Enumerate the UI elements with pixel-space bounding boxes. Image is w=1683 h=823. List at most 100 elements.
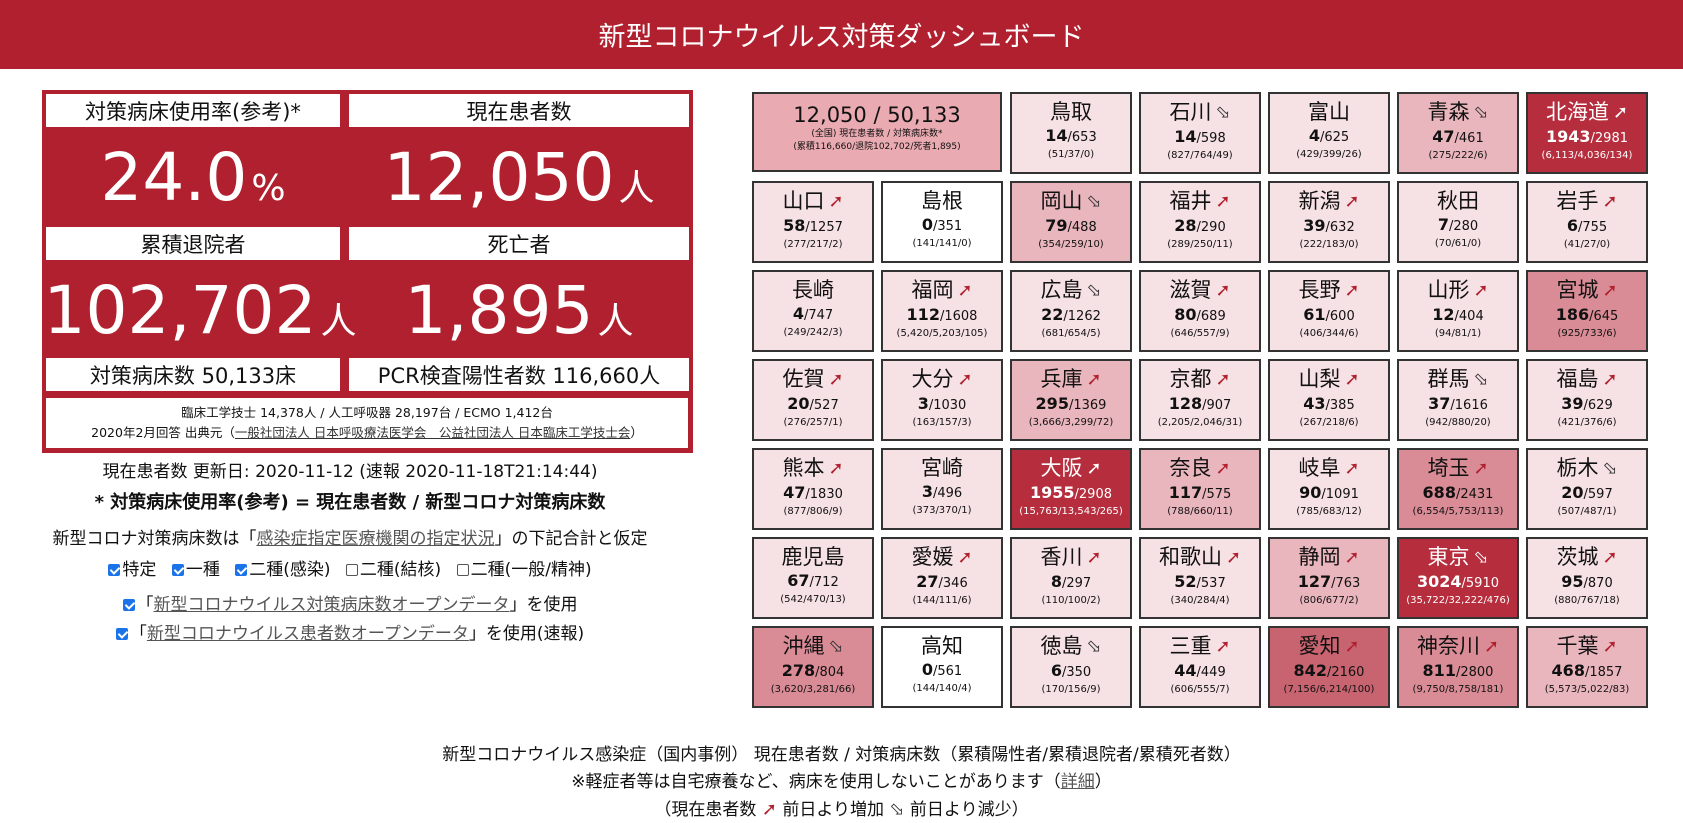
- prefecture-tile[interactable]: 沖縄 ⬂ 278/804 (3,620/3,281/66): [752, 626, 874, 708]
- source-link[interactable]: 一般社団法人 日本呼吸療法医学会 公益社団法人 日本臨床工学技士会: [234, 425, 631, 440]
- checkbox-nishu-kansen[interactable]: [235, 564, 248, 576]
- slash-separator: /: [1590, 131, 1595, 146]
- prefecture-tile[interactable]: 香川 ➚ 8/297 (110/100/2): [1010, 537, 1132, 619]
- prefecture-tile[interactable]: 秋田 7/280 (70/61/0): [1397, 181, 1519, 263]
- current-patients: 7: [1437, 215, 1449, 234]
- patients-opendata-link[interactable]: 新型コロナウイルス患者数オープンデータ: [146, 624, 469, 644]
- prefecture-tile[interactable]: 福岡 ➚ 112/1608 (5,420/5,203/105): [881, 270, 1003, 352]
- prefecture-tile[interactable]: 茨城 ➚ 95/870 (880/767/18): [1526, 537, 1648, 619]
- bed-count: 600: [1329, 309, 1355, 324]
- prefecture-tile[interactable]: 島根 0/351 (141/141/0): [881, 181, 1003, 263]
- prefecture-name: 北海道: [1545, 100, 1609, 124]
- prefecture-cumulative: (3,620/3,281/66): [770, 684, 856, 695]
- prefecture-tile[interactable]: 和歌山 ➚ 52/537 (340/284/4): [1139, 537, 1261, 619]
- slash-separator: /: [805, 220, 810, 235]
- prefecture-tile[interactable]: 滋賀 ➚ 80/689 (646/557/9): [1139, 270, 1261, 352]
- bed-rate-formula: * 対策病床使用率(参考) = 現在患者数 / 新型コロナ対策病床数: [94, 492, 606, 513]
- prefecture-tile[interactable]: 岐阜 ➚ 90/1091 (785/683/12): [1268, 448, 1390, 530]
- prefecture-tile[interactable]: 埼玉 ➚ 688/2431 (6,554/5,753/113): [1397, 448, 1519, 530]
- option-tokutei[interactable]: 特定: [108, 555, 156, 580]
- prefecture-tile[interactable]: 千葉 ➚ 468/1857 (5,573/5,022/83): [1526, 626, 1648, 708]
- prefecture-tile[interactable]: 東京 ⬂ 3024/5910 (35,722/32,222/476): [1397, 537, 1519, 619]
- checkbox-isshu[interactable]: [171, 564, 184, 576]
- prefecture-name: 山口: [782, 189, 825, 213]
- prefecture-tile[interactable]: 神奈川 ➚ 811/2800 (9,750/8,758/181): [1397, 626, 1519, 708]
- prefecture-tile[interactable]: 新潟 ➚ 39/632 (222/183/0): [1268, 181, 1390, 263]
- option-isshu[interactable]: 一種: [171, 555, 220, 580]
- equipment-source-box: 臨床工学技士 14,378人 / 人工呼吸器 28,197台 / ECMO 1,…: [46, 398, 688, 448]
- prefecture-tile[interactable]: 愛媛 ➚ 27/346 (144/111/6): [881, 537, 1003, 619]
- prefecture-tile[interactable]: 山口 ➚ 58/1257 (277/217/2): [752, 181, 874, 263]
- current-patients: 6: [1566, 216, 1578, 235]
- slash-separator: /: [1331, 576, 1336, 591]
- use-patients-opendata-option[interactable]: 「新型コロナウイルス患者数オープンデータ」を使用(速報): [0, 619, 700, 644]
- prefecture-tile[interactable]: 長野 ➚ 61/600 (406/344/6): [1268, 270, 1390, 352]
- checkbox-beds-opendata[interactable]: [122, 599, 135, 611]
- prefecture-tile[interactable]: 岩手 ➚ 6/755 (41/27/0): [1526, 181, 1648, 263]
- prefecture-name: 高知: [921, 634, 963, 658]
- current-patients: 79: [1045, 216, 1068, 235]
- use-beds-opendata-option[interactable]: 「新型コロナウイルス対策病床数オープンデータ」を使用: [0, 590, 700, 615]
- prefecture-cumulative: (2,205/2,046/31): [1157, 417, 1243, 428]
- prefecture-tile[interactable]: 京都 ➚ 128/907 (2,205/2,046/31): [1139, 359, 1261, 441]
- discharged-value: 102,702 人: [43, 272, 357, 349]
- checkbox-nishu-ippan[interactable]: [456, 564, 469, 576]
- prefecture-tile[interactable]: 石川 ⬂ 14/598 (827/764/49): [1139, 92, 1261, 174]
- prefecture-tile[interactable]: 福井 ➚ 28/290 (289/250/11): [1139, 181, 1261, 263]
- prefecture-tile[interactable]: 大分 ➚ 3/1030 (163/157/3): [881, 359, 1003, 441]
- prefecture-tile[interactable]: 富山 4/625 (429/399/26): [1268, 92, 1390, 174]
- prefecture-name: 沖縄: [782, 634, 825, 658]
- prefecture-tile[interactable]: 福島 ➚ 39/629 (421/376/6): [1526, 359, 1648, 441]
- prefecture-tile[interactable]: 佐賀 ➚ 20/527 (276/257/1): [752, 359, 874, 441]
- prefecture-tile[interactable]: 群馬 ⬂ 37/1616 (942/880/20): [1397, 359, 1519, 441]
- prefecture-tile[interactable]: 青森 ⬂ 47/461 (275/222/6): [1397, 92, 1519, 174]
- arrow-up-icon: ➚: [1473, 280, 1489, 301]
- prefecture-tile[interactable]: 宮崎 3/496 (373/370/1): [881, 448, 1003, 530]
- arrow-up-icon: ➚: [957, 280, 973, 301]
- checkbox-patients-opendata[interactable]: [115, 628, 128, 640]
- prefecture-tile[interactable]: 熊本 ➚ 47/1830 (877/806/9): [752, 448, 874, 530]
- details-link[interactable]: 詳細: [1060, 772, 1095, 792]
- designation-status-link[interactable]: 感染症指定医療機関の指定状況: [256, 529, 495, 549]
- checkbox-nishu-kekkaku[interactable]: [345, 564, 358, 576]
- prefecture-cumulative: (163/157/3): [912, 417, 972, 428]
- prefecture-name: 埼玉: [1427, 456, 1470, 480]
- prefecture-tile[interactable]: 岡山 ⬂ 79/488 (354/259/10): [1010, 181, 1132, 263]
- prefecture-tile[interactable]: 奈良 ➚ 117/575 (788/660/11): [1139, 448, 1261, 530]
- prefecture-tile[interactable]: 静岡 ➚ 127/763 (806/677/2): [1268, 537, 1390, 619]
- prefecture-tile[interactable]: 鳥取 14/653 (51/37/0): [1010, 92, 1132, 174]
- slash-separator: /: [1455, 487, 1461, 502]
- prefecture-cumulative: (110/100/2): [1041, 595, 1101, 606]
- arrow-up-icon: ➚: [1086, 458, 1102, 479]
- prefecture-tile[interactable]: 鹿児島 67/712 (542/470/13): [752, 537, 874, 619]
- arrow-up-icon: ➚: [1344, 636, 1360, 657]
- bed-count: 755: [1582, 220, 1608, 235]
- slash-separator: /: [1061, 665, 1067, 680]
- slash-separator: /: [1196, 576, 1201, 591]
- prefecture-tile[interactable]: 山形 ➚ 12/404 (94/81/1): [1397, 270, 1519, 352]
- option-nishu-kansen[interactable]: 二種(感染): [235, 555, 331, 580]
- prefecture-cumulative: (877/806/9): [783, 506, 843, 517]
- beds-opendata-link[interactable]: 新型コロナウイルス対策病床数オープンデータ: [153, 595, 510, 615]
- prefecture-tile[interactable]: 宮城 ➚ 186/645 (925/733/6): [1526, 270, 1648, 352]
- prefecture-tile[interactable]: 栃木 ⬂ 20/597 (507/487/1): [1526, 448, 1648, 530]
- bed-count: 1257: [809, 220, 843, 235]
- checkbox-tokutei[interactable]: [108, 564, 121, 576]
- prefecture-tile[interactable]: 大阪 ➚ 1955/2908 (15,763/13,543/265): [1010, 448, 1132, 530]
- prefecture-name: 島根: [921, 189, 963, 213]
- prefecture-tile[interactable]: 高知 0/561 (144/140/4): [881, 626, 1003, 708]
- prefecture-tile[interactable]: 広島 ⬂ 22/1262 (681/654/5): [1010, 270, 1132, 352]
- prefecture-tile[interactable]: 三重 ➚ 44/449 (606/555/7): [1139, 626, 1261, 708]
- source-line: 2020年2月回答 出典元（一般社団法人 日本呼吸療法医学会 公益社団法人 日本…: [91, 425, 643, 440]
- prefecture-tile[interactable]: 長崎 4/747 (249/242/3): [752, 270, 874, 352]
- prefecture-tile[interactable]: 北海道 ➚ 1943/2981 (6,113/4,036/134): [1526, 92, 1648, 174]
- option-nishu-kekkaku[interactable]: 二種(結核): [345, 555, 441, 580]
- prefecture-name: 岡山: [1040, 189, 1083, 213]
- prefecture-tile[interactable]: 兵庫 ➚ 295/1369 (3,666/3,299/72): [1010, 359, 1132, 441]
- prefecture-tile[interactable]: 山梨 ➚ 43/385 (267/218/6): [1268, 359, 1390, 441]
- prefecture-cumulative: (9,750/8,758/181): [1412, 684, 1504, 695]
- prefecture-tile[interactable]: 愛知 ➚ 842/2160 (7,156/6,214/100): [1268, 626, 1390, 708]
- prefecture-tile[interactable]: 徳島 ⬂ 6/350 (170/156/9): [1010, 626, 1132, 708]
- option-nishu-ippan[interactable]: 二種(一般/精神): [456, 555, 592, 580]
- prefecture-name: 京都: [1169, 367, 1212, 391]
